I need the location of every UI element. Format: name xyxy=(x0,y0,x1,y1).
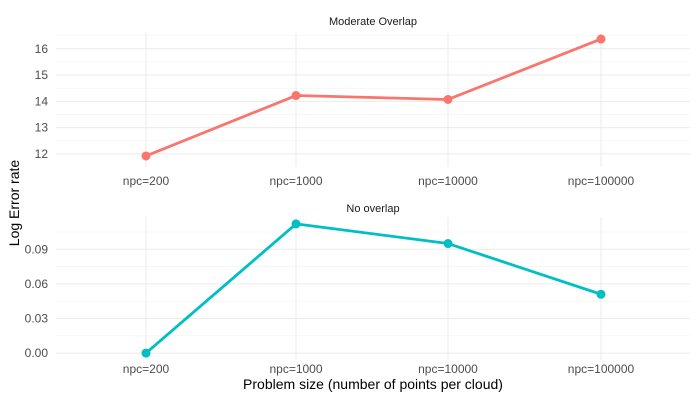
data-point xyxy=(596,34,606,44)
y-tick-label: 16 xyxy=(35,42,49,56)
facet-no-overlap: No overlap 0.00 0.03 0.06 0.09 npc=200 npc=10… xyxy=(25,203,690,376)
data-point xyxy=(291,91,301,101)
series-line xyxy=(145,222,602,355)
x-tick-label: npc=200 xyxy=(123,174,170,188)
y-tick-label: 0.09 xyxy=(25,242,49,256)
gridlines xyxy=(56,33,690,167)
y-tick-label: 12 xyxy=(35,147,49,161)
x-tick-label: npc=100000 xyxy=(568,174,635,188)
data-point xyxy=(141,151,151,161)
facet-title: No overlap xyxy=(346,203,399,215)
y-tick-label: 15 xyxy=(35,68,49,82)
y-axis-title: Log Error rate xyxy=(6,160,22,247)
x-tick-label: npc=10000 xyxy=(418,174,478,188)
y-tick-label: 0.03 xyxy=(25,311,49,325)
y-tick-label: 0.00 xyxy=(25,346,49,360)
y-tick-label: 14 xyxy=(35,94,49,108)
x-tick-label: npc=100000 xyxy=(568,362,635,376)
x-axis-title: Problem size (number of points per cloud… xyxy=(243,376,503,392)
data-point xyxy=(291,219,301,229)
data-point xyxy=(443,94,453,104)
gridlines xyxy=(56,217,690,360)
x-tick-label: npc=10000 xyxy=(418,362,478,376)
data-point xyxy=(596,289,606,299)
y-tick-label: 13 xyxy=(35,121,49,135)
facet-moderate-overlap: Moderate Overlap 12 13 14 15 16 npc=200 npc=10… xyxy=(35,16,690,188)
data-point xyxy=(443,239,453,249)
x-tick-label: npc=1000 xyxy=(269,362,322,376)
y-tick-label: 0.06 xyxy=(25,277,49,291)
facet-title: Moderate Overlap xyxy=(329,16,417,28)
data-point xyxy=(141,348,151,358)
series-line xyxy=(145,37,602,158)
x-tick-label: npc=1000 xyxy=(269,174,322,188)
x-tick-label: npc=200 xyxy=(123,362,170,376)
